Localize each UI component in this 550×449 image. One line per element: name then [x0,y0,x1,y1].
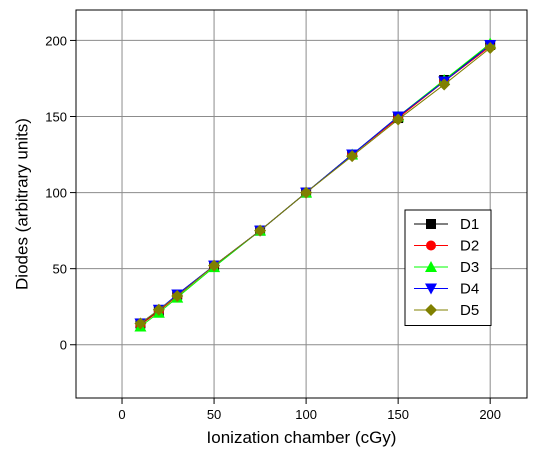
legend-marker [426,219,436,229]
y-axis-title: Diodes (arbitrary units) [12,118,31,290]
x-axis-title: Ionization chamber (cGy) [207,428,397,447]
legend-label: D2 [460,238,479,255]
legend-box [404,209,492,326]
y-tick-label: 0 [60,338,67,353]
series-d5 [134,42,497,330]
data-point [134,317,147,330]
data-point [300,186,313,199]
legend-marker [425,261,437,272]
y-tick-label: 50 [53,262,67,277]
legend-item: D2 [414,238,479,255]
series-line [140,47,491,324]
data-point [171,290,184,303]
data-point [392,113,405,126]
legend-marker [425,283,437,295]
grid [76,10,527,398]
legend-label: D4 [460,281,479,298]
legend-marker [426,240,436,251]
x-tick-label: 0 [118,407,125,422]
y-tick-label: 200 [45,33,67,48]
legend-marker [425,304,437,316]
y-tick-label: 150 [45,110,67,125]
legend-item: D4 [414,281,479,298]
data-point [152,303,165,316]
x-tick-label: 50 [207,407,221,422]
legend-label: D5 [460,302,479,319]
x-tick-label: 100 [295,407,317,422]
legend: D1 D2 D3 D4 D5 [404,209,492,326]
x-tick-label: 150 [387,407,409,422]
data-point [254,224,267,237]
x-tick-label: 200 [479,407,501,422]
legend-item: D1 [414,216,479,233]
data-point [346,150,359,163]
legend-label: D1 [460,216,479,233]
plot-area-frame [75,9,528,399]
series-layer [134,37,497,332]
data-point [484,42,497,55]
axis-ticks: 0 50 100 150 200 0 50 100 150 200 [45,33,501,422]
data-point [208,259,221,272]
data-point [438,78,451,91]
y-tick-label: 100 [45,186,67,201]
legend-item: D3 [414,259,479,276]
legend-item: D5 [414,302,479,319]
legend-label: D3 [460,259,479,276]
